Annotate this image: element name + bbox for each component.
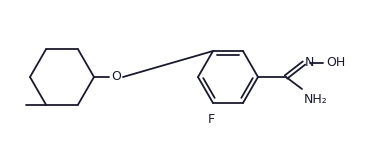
Text: NH₂: NH₂: [304, 93, 328, 106]
Text: O: O: [111, 70, 121, 84]
Text: N: N: [305, 57, 314, 69]
Text: OH: OH: [326, 57, 345, 69]
Text: F: F: [207, 113, 215, 126]
